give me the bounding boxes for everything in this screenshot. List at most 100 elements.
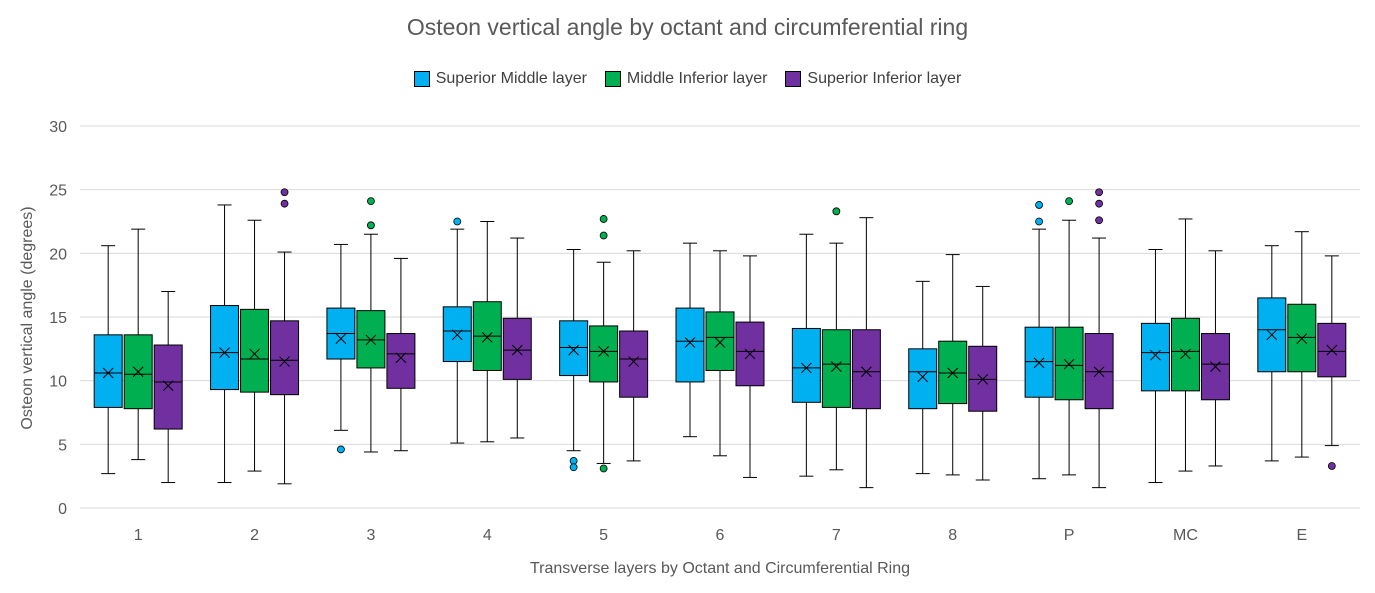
- box-superior-inferior-2-outlier-0: [280, 199, 289, 208]
- box-superior-inferior-5-mean-b: [628, 356, 639, 367]
- legend-item-superior-inferior: Superior Inferior layer: [785, 70, 961, 88]
- box-superior-middle-8-box: [908, 348, 938, 410]
- box-superior-middle-5-box: [559, 320, 589, 377]
- box-superior-inferior-6-box: [735, 321, 765, 387]
- box-superior-inferior-E-outlier-0: [1327, 462, 1336, 470]
- y-tick-label-20: 20: [49, 246, 67, 263]
- box-superior-middle-4-mean-b: [451, 329, 463, 341]
- box-superior-inferior-P-outlier-1: [1095, 199, 1103, 208]
- box-middle-inferior-3-outlier-1: [367, 197, 375, 206]
- legend-swatch-superior-inferior: [785, 71, 802, 87]
- y-tick-label-0: 0: [58, 501, 67, 518]
- legend-label-superior-middle: Superior Middle layer: [435, 70, 587, 87]
- legend-swatch-superior-middle: [413, 71, 430, 87]
- box-superior-inferior-6-mean-b: [744, 348, 756, 360]
- box-superior-middle-P-outlier-1: [1035, 201, 1043, 209]
- box-superior-middle-E-mean-b: [1266, 329, 1278, 341]
- box-middle-inferior-2-box: [240, 308, 270, 393]
- box-superior-middle-6-mean-b: [684, 337, 696, 348]
- box-superior-middle-P-outlier-0: [1035, 217, 1043, 226]
- legend-item-superior-middle: Superior Middle layer: [413, 70, 587, 88]
- box-superior-inferior-7-box: [851, 329, 881, 410]
- y-tick-label-10: 10: [49, 374, 67, 391]
- x-tick-label-5: 5: [599, 527, 608, 544]
- box-superior-middle-P-mean-b: [1033, 357, 1045, 369]
- box-superior-inferior-MC-mean-b: [1210, 361, 1221, 373]
- box-middle-inferior-P-mean-b: [1063, 358, 1075, 370]
- box-superior-middle-1-box: [93, 334, 123, 408]
- x-tick-label-E: E: [1296, 527, 1307, 544]
- x-axis-title: Transverse layers by Octant and Circumfe…: [530, 560, 910, 577]
- box-superior-middle-5-outlier-0: [569, 456, 578, 465]
- box-superior-inferior-P-outlier-2: [1095, 188, 1103, 197]
- box-middle-inferior-4-mean-b: [481, 332, 493, 343]
- box-superior-inferior-7-mean-b: [861, 366, 872, 378]
- box-middle-inferior-1-mean-b: [132, 366, 144, 378]
- x-tick-label-4: 4: [483, 527, 492, 544]
- box-superior-inferior-8-mean-b: [977, 374, 989, 385]
- x-tick-label-1: 1: [134, 527, 143, 544]
- box-superior-inferior-2-mean-b: [279, 356, 290, 367]
- legend: Superior Middle layer Middle Inferior la…: [0, 70, 1375, 88]
- box-superior-middle-7-box: [791, 327, 821, 403]
- box-middle-inferior-6-box: [705, 311, 735, 371]
- box-superior-middle-1-mean-b: [102, 367, 114, 379]
- x-tick-label-3: 3: [366, 527, 375, 544]
- chart-title: Osteon vertical angle by octant and circ…: [406, 14, 969, 40]
- box-superior-middle-7-mean-b: [801, 362, 812, 374]
- legend-item-middle-inferior: Middle Inferior layer: [604, 70, 768, 88]
- box-superior-middle-2-box: [210, 305, 240, 391]
- box-superior-middle-3-outlier-0: [337, 445, 345, 454]
- box-superior-middle-5-outlier-1: [569, 463, 578, 472]
- box-superior-middle-2-mean-b: [219, 347, 230, 359]
- legend-swatch-middle-inferior: [604, 71, 621, 87]
- box-superior-middle-MC-box: [1140, 322, 1170, 392]
- box-superior-inferior-1-mean-b: [162, 380, 174, 392]
- box-superior-inferior-2-outlier-1: [280, 188, 289, 197]
- box-superior-middle-5-mean-b: [568, 344, 579, 356]
- box-middle-inferior-6-mean-b: [714, 337, 726, 348]
- x-tick-label-2: 2: [250, 527, 259, 544]
- box-middle-inferior-3-mean-b: [365, 334, 377, 346]
- box-superior-inferior-3-box: [386, 333, 416, 389]
- box-superior-middle-8-mean-b: [917, 371, 929, 383]
- legend-label-superior-inferior: Superior Inferior layer: [807, 70, 962, 87]
- box-superior-inferior-P-mean-b: [1093, 366, 1105, 378]
- y-tick-label-5: 5: [58, 437, 67, 454]
- box-superior-inferior-3-mean-b: [395, 352, 407, 364]
- box-middle-inferior-5-outlier-2: [599, 215, 608, 223]
- box-middle-inferior-3-outlier-0: [367, 221, 375, 230]
- y-tick-label-30: 30: [49, 119, 67, 136]
- box-middle-inferior-7-box: [821, 329, 851, 408]
- y-tick-label-25: 25: [49, 183, 67, 200]
- y-tick-label-15: 15: [49, 310, 67, 327]
- box-middle-inferior-5-outlier-0: [599, 464, 608, 473]
- box-superior-middle-3-mean-b: [335, 333, 347, 345]
- box-superior-inferior-P-outlier-0: [1095, 216, 1103, 225]
- box-middle-inferior-5-box: [589, 325, 619, 383]
- x-tick-label-7: 7: [832, 527, 841, 544]
- box-superior-inferior-2-box: [270, 320, 300, 396]
- box-superior-inferior-1-box: [153, 344, 183, 430]
- box-middle-inferior-7-mean-b: [831, 361, 842, 373]
- box-superior-middle-MC-mean-b: [1150, 349, 1161, 361]
- box-superior-inferior-4-mean-b: [511, 344, 523, 356]
- box-middle-inferior-E-mean-b: [1296, 333, 1308, 345]
- x-tick-label-8: 8: [948, 527, 957, 544]
- x-tick-label-6: 6: [716, 527, 725, 544]
- box-middle-inferior-5-outlier-1: [599, 231, 608, 240]
- y-axis-title: Osteon vertical angle (degrees): [19, 206, 36, 430]
- box-middle-inferior-MC-mean-b: [1180, 348, 1191, 360]
- legend-label-middle-inferior: Middle Inferior layer: [626, 70, 768, 87]
- box-middle-inferior-P-outlier-0: [1065, 197, 1073, 206]
- box-superior-inferior-5-box: [619, 330, 649, 398]
- x-tick-label-MC: MC: [1173, 527, 1198, 544]
- box-superior-inferior-E-mean-b: [1326, 344, 1338, 356]
- box-middle-inferior-7-outlier-0: [832, 207, 841, 216]
- box-middle-inferior-2-mean-b: [249, 348, 260, 360]
- box-superior-middle-6-box: [675, 307, 705, 383]
- x-tick-label-P: P: [1064, 527, 1075, 544]
- box-middle-inferior-8-mean-b: [947, 367, 959, 379]
- box-superior-middle-4-outlier-0: [453, 217, 462, 226]
